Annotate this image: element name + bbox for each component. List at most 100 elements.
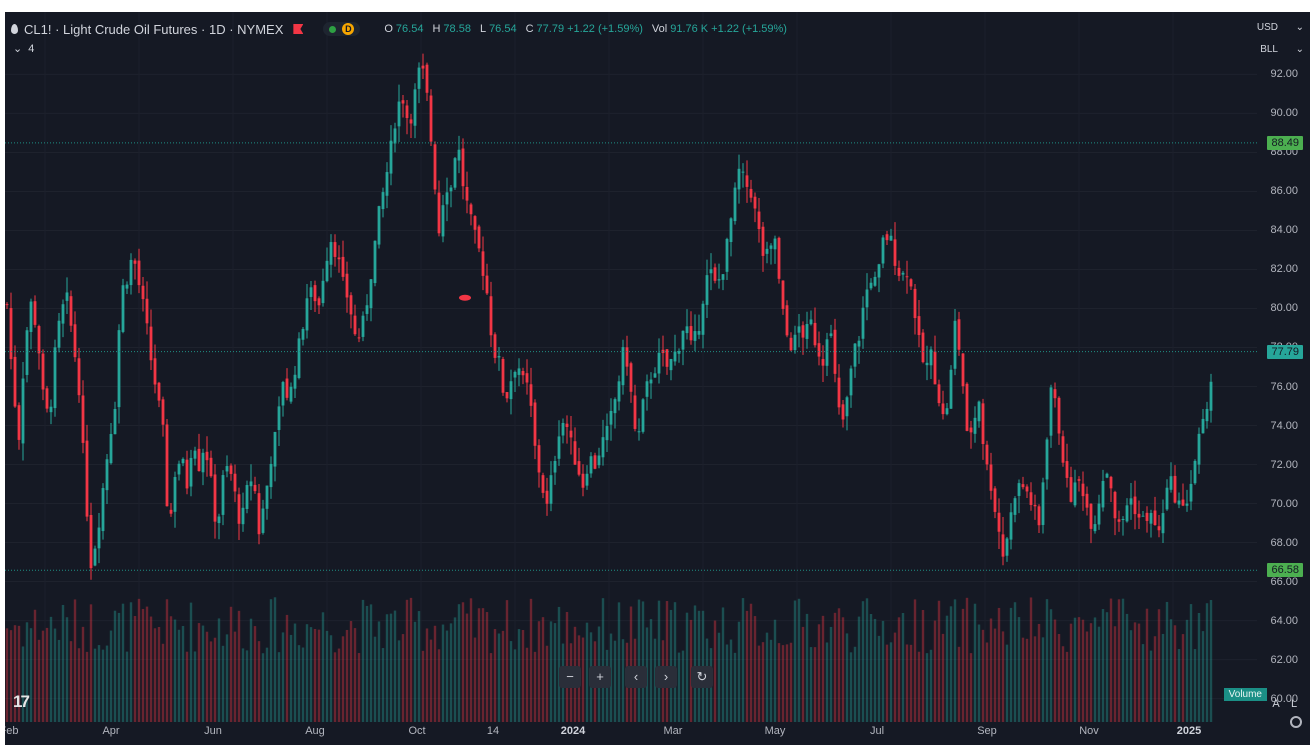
- volume-bar: [1161, 633, 1165, 722]
- currency-selector[interactable]: USD: [1257, 22, 1278, 33]
- candle-body: [69, 296, 73, 326]
- price-chart[interactable]: [5, 12, 1310, 745]
- candle-body: [229, 465, 233, 474]
- volume-bar: [581, 637, 585, 722]
- volume-bar: [1053, 619, 1057, 722]
- log-scale-button[interactable]: L: [1290, 698, 1298, 710]
- volume-bar: [329, 635, 333, 722]
- volume-bar: [1205, 603, 1209, 722]
- candle-body: [293, 374, 297, 389]
- volume-bar: [493, 629, 497, 722]
- volume-bar: [673, 602, 677, 722]
- x-axis-tick: Jun: [204, 725, 222, 737]
- volume-bar: [257, 641, 261, 722]
- volume-bar: [233, 631, 237, 722]
- close-value: 77.79: [536, 23, 565, 35]
- volume-bar: [313, 628, 317, 722]
- candle-body: [925, 362, 929, 366]
- volume-bar: [769, 639, 773, 722]
- zoom-out-button[interactable]: −: [559, 666, 581, 688]
- candle-body: [353, 315, 357, 335]
- volume-bar: [1081, 619, 1085, 722]
- volume-bar: [1125, 613, 1129, 722]
- volume-bar: [325, 630, 329, 722]
- candle-body: [717, 279, 721, 281]
- y-axis-tick: 90.00: [1270, 107, 1298, 120]
- flag-icon[interactable]: [293, 24, 304, 34]
- candle-body: [505, 392, 509, 399]
- y-axis-tick: 68.00: [1270, 536, 1298, 549]
- volume-bar: [405, 599, 409, 722]
- volume-label[interactable]: Volume: [1223, 688, 1267, 701]
- volume-bar: [385, 614, 389, 722]
- volume-bar: [33, 609, 37, 722]
- low-label: L: [479, 23, 487, 35]
- candle-body: [585, 473, 589, 486]
- candle-body: [245, 485, 249, 510]
- candle-body: [1045, 439, 1049, 480]
- candle-body: [441, 205, 445, 237]
- scroll-forward-button[interactable]: ›: [655, 666, 677, 688]
- volume-bar: [529, 598, 533, 722]
- volume-bar: [237, 610, 241, 722]
- reset-chart-button[interactable]: ↻: [691, 666, 713, 688]
- candle-body: [637, 431, 641, 433]
- candle-body: [445, 192, 449, 205]
- support-price-badge: 66.58: [1267, 563, 1303, 578]
- marker-dot-icon[interactable]: [459, 294, 471, 301]
- volume-bar: [245, 650, 249, 722]
- candle-body: [37, 326, 41, 354]
- candle-body: [901, 272, 905, 275]
- volume-bar: [149, 616, 153, 722]
- candle-body: [885, 234, 889, 241]
- volume-bar: [721, 607, 725, 722]
- candle-body: [509, 381, 513, 400]
- volume-bar: [417, 611, 421, 722]
- volume-bar: [985, 642, 989, 722]
- symbol-title[interactable]: CL1! · Light Crude Oil Futures · 1D · NY…: [24, 21, 284, 37]
- candle-body: [465, 187, 469, 201]
- volume-bar: [845, 633, 849, 722]
- chevron-down-icon[interactable]: ⌄: [1295, 22, 1304, 33]
- candle-body: [1089, 503, 1093, 529]
- chart-window[interactable]: CL1! · Light Crude Oil Futures · 1D · NY…: [5, 12, 1310, 745]
- candle-body: [33, 301, 37, 325]
- candle-body: [333, 242, 337, 257]
- volume-bar: [965, 597, 969, 722]
- volume-bar: [161, 643, 165, 722]
- volume-bar: [1177, 649, 1181, 722]
- currency-label: USD: [1256, 22, 1278, 33]
- volume-bar: [1017, 617, 1021, 722]
- candle-body: [785, 305, 789, 336]
- market-status[interactable]: D: [323, 22, 361, 36]
- volume-bar: [481, 608, 485, 722]
- candle-body: [1001, 534, 1005, 557]
- y-axis-tick: 86.00: [1270, 185, 1298, 198]
- candle-body: [761, 226, 765, 256]
- auto-scale-button[interactable]: A: [1272, 698, 1280, 710]
- volume-bar: [1181, 634, 1185, 722]
- chevron-down-icon[interactable]: ⌄: [1295, 44, 1304, 55]
- indicators-toggle[interactable]: ⌄ 4: [13, 42, 34, 56]
- scroll-back-button[interactable]: ‹: [625, 666, 647, 688]
- volume-bar: [785, 644, 789, 722]
- candle-body: [477, 226, 481, 249]
- zoom-in-button[interactable]: +: [589, 666, 611, 688]
- chart-header: CL1! · Light Crude Oil Futures · 1D · NY…: [11, 20, 787, 38]
- candle-body: [73, 324, 77, 358]
- candle-body: [621, 347, 625, 386]
- candle-body: [1077, 479, 1081, 481]
- unit-selector[interactable]: BLL: [1260, 44, 1278, 55]
- candle-body: [625, 347, 629, 367]
- volume-bar: [189, 602, 193, 722]
- volume-bar: [5, 628, 9, 722]
- volume-bar: [73, 599, 77, 722]
- volume-bar: [713, 620, 717, 722]
- gear-icon[interactable]: [1290, 716, 1302, 728]
- volume-bar: [833, 612, 837, 722]
- candle-body: [513, 371, 517, 378]
- candle-body: [137, 260, 141, 286]
- tradingview-logo: 17: [13, 692, 30, 711]
- candle-body: [1029, 492, 1033, 505]
- candle-body: [29, 301, 33, 332]
